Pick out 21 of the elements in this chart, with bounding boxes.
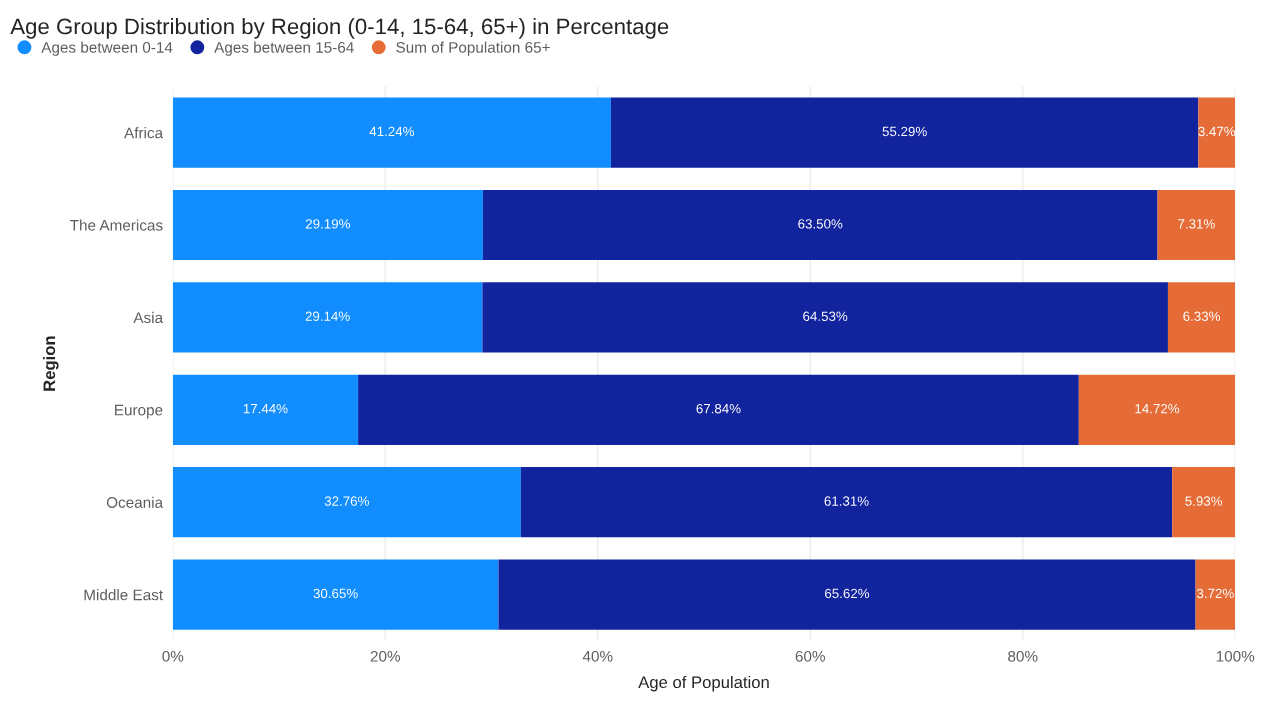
bar xyxy=(172,97,611,168)
y-axis-title: Region xyxy=(42,336,59,391)
x-axis-title: Age of Population xyxy=(638,675,769,692)
chart-title: Age Group Distribution by Region (0-14, 15-64, 65+) in Percentage xyxy=(10,18,669,39)
bar xyxy=(1078,374,1236,445)
bar xyxy=(172,559,499,630)
bar xyxy=(482,282,1168,353)
bar xyxy=(1195,559,1236,630)
bar xyxy=(172,467,521,538)
bar xyxy=(172,282,483,353)
bar xyxy=(358,374,1079,445)
bar xyxy=(498,559,1196,630)
bar xyxy=(1157,189,1236,261)
bar xyxy=(1198,97,1236,168)
bar xyxy=(520,467,1173,538)
bar xyxy=(1172,467,1236,538)
bar xyxy=(482,189,1158,261)
bar xyxy=(610,97,1199,168)
bar xyxy=(172,189,483,261)
bar xyxy=(1167,282,1236,353)
bar xyxy=(172,374,359,445)
